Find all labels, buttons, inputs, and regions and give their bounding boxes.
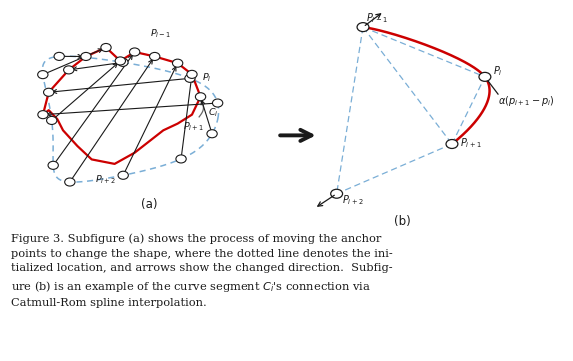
Text: $P_{i+2}$: $P_{i+2}$ — [95, 174, 117, 187]
Circle shape — [446, 139, 458, 148]
Text: (a): (a) — [141, 198, 157, 211]
Circle shape — [195, 93, 206, 101]
Text: $P_{i-1}$: $P_{i-1}$ — [150, 27, 172, 40]
Circle shape — [331, 189, 343, 198]
Circle shape — [117, 58, 128, 66]
Circle shape — [48, 161, 58, 169]
Circle shape — [172, 59, 183, 67]
Circle shape — [115, 57, 125, 65]
Circle shape — [213, 99, 223, 107]
Text: (b): (b) — [394, 214, 411, 227]
Text: $P_{i+2}$: $P_{i+2}$ — [342, 194, 363, 208]
Circle shape — [479, 72, 491, 81]
Text: $P_i$: $P_i$ — [493, 64, 503, 78]
Text: $P_{i+1}$: $P_{i+1}$ — [460, 136, 482, 150]
Circle shape — [185, 74, 195, 82]
Text: $P_{i-1}$: $P_{i-1}$ — [366, 11, 388, 25]
Circle shape — [64, 66, 74, 74]
Circle shape — [101, 43, 111, 52]
Circle shape — [46, 116, 57, 125]
Text: $P_i$: $P_i$ — [202, 71, 211, 84]
Circle shape — [54, 52, 64, 60]
Circle shape — [357, 23, 369, 32]
Text: $P_{i+1}$: $P_{i+1}$ — [183, 121, 205, 133]
Circle shape — [176, 155, 186, 163]
Circle shape — [187, 70, 197, 78]
Circle shape — [65, 178, 75, 186]
Text: $C_i$: $C_i$ — [208, 107, 218, 119]
Circle shape — [118, 171, 128, 179]
Circle shape — [207, 130, 217, 138]
Text: $\alpha(p_{i+1}-p_i)$: $\alpha(p_{i+1}-p_i)$ — [498, 94, 555, 108]
Circle shape — [150, 52, 160, 61]
Circle shape — [38, 71, 48, 79]
Circle shape — [81, 52, 91, 61]
Text: Figure 3. Subfigure (a) shows the process of moving the anchor
points to change : Figure 3. Subfigure (a) shows the proces… — [11, 234, 393, 308]
Circle shape — [38, 110, 48, 119]
Circle shape — [129, 48, 140, 56]
Circle shape — [44, 88, 54, 96]
